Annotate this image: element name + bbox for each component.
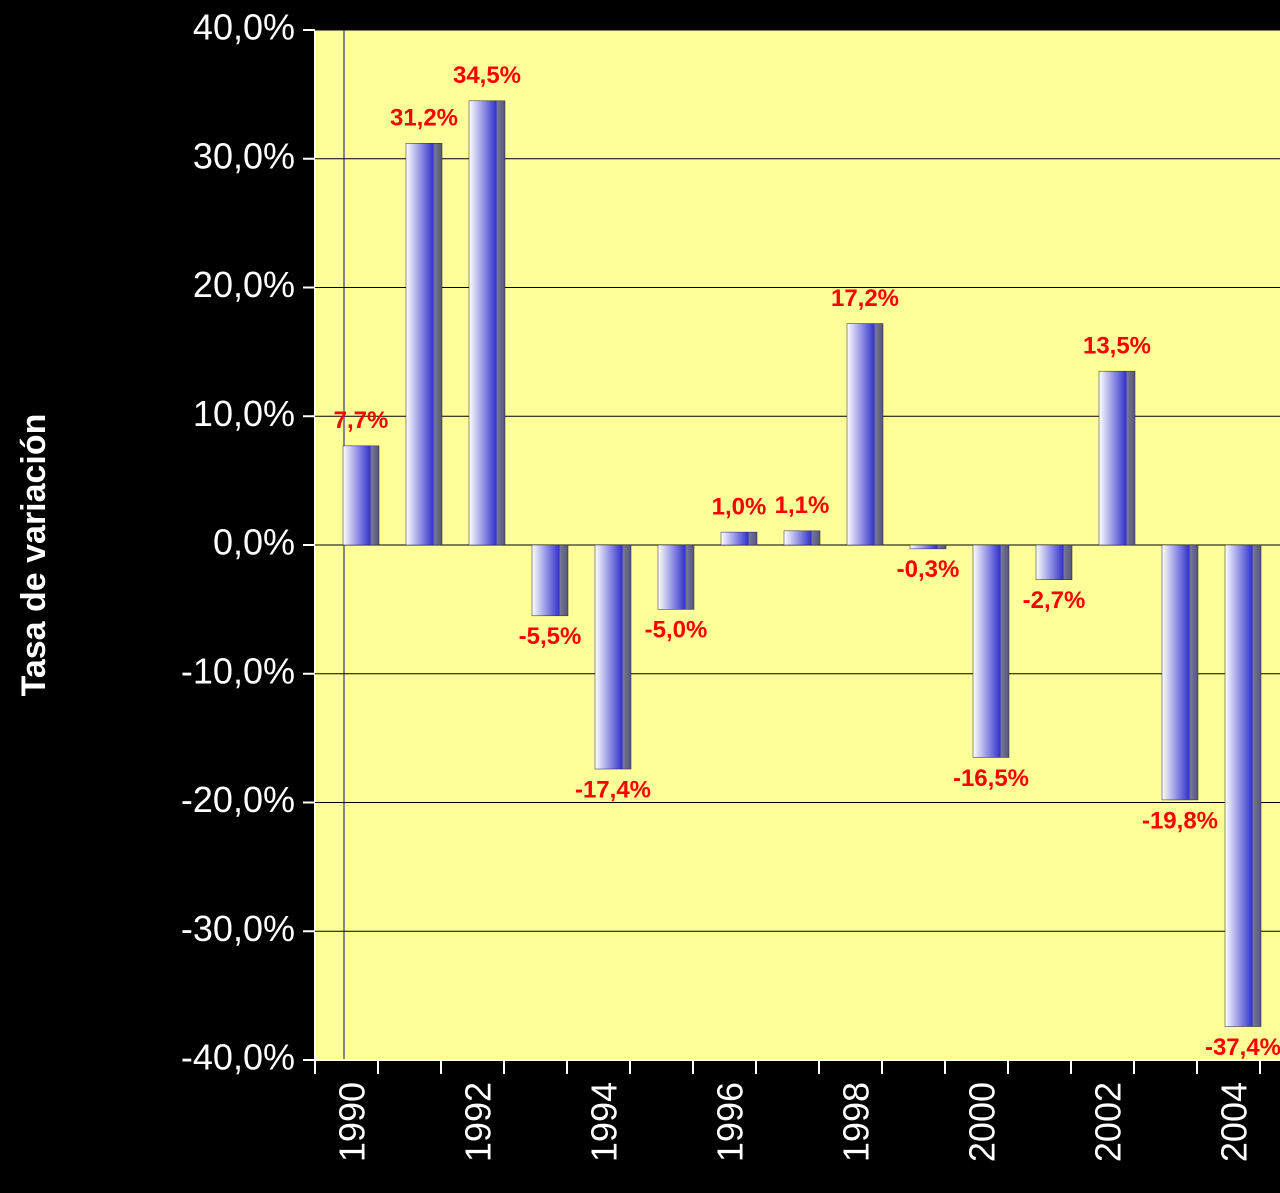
value-label: 1,0% [712, 493, 767, 520]
value-label: 17,2% [831, 285, 899, 312]
value-label: 34,5% [453, 62, 521, 89]
bar [972, 544, 1010, 758]
value-label: -0,3% [897, 556, 960, 583]
value-label: -19,8% [1142, 807, 1218, 834]
x-tick-label: 2002 [1088, 1082, 1129, 1162]
value-label: -5,0% [645, 617, 708, 644]
value-label: -17,4% [575, 776, 651, 803]
y-tick-label: 30,0% [193, 135, 295, 176]
bar [342, 445, 380, 546]
bar [468, 100, 506, 546]
y-tick-label: -40,0% [181, 1037, 295, 1078]
value-label: 31,2% [390, 105, 458, 132]
value-label: -37,4% [1205, 1034, 1280, 1061]
bar [1035, 544, 1073, 581]
bar [531, 544, 569, 617]
value-label: -5,5% [519, 623, 582, 650]
y-tick-label: 40,0% [193, 7, 295, 48]
x-tick-label: 2000 [962, 1082, 1003, 1162]
value-label: 7,7% [334, 407, 389, 434]
value-label: -16,5% [953, 765, 1029, 792]
x-tick-label: 1994 [584, 1082, 625, 1162]
y-tick-label: 10,0% [193, 393, 295, 434]
bar [657, 544, 695, 610]
bar [909, 544, 947, 550]
y-tick-label: -10,0% [181, 650, 295, 691]
x-tick-label: 1998 [836, 1082, 877, 1162]
value-label: 13,5% [1083, 333, 1151, 360]
x-tick-label: 1992 [458, 1082, 499, 1162]
y-tick-label: -20,0% [181, 779, 295, 820]
bar [783, 530, 821, 546]
bar [846, 323, 884, 546]
bar [594, 544, 632, 770]
value-label: -2,7% [1023, 587, 1086, 614]
y-axis-label: Tasa de variación [15, 414, 53, 697]
y-tick-label: -30,0% [181, 908, 295, 949]
x-tick-label: 2004 [1214, 1082, 1255, 1162]
bar [1161, 544, 1199, 801]
x-tick-label: 1990 [332, 1082, 373, 1162]
x-tick-label: 1996 [710, 1082, 751, 1162]
y-tick-label: 0,0% [213, 522, 295, 563]
bar [1098, 370, 1136, 546]
bar [720, 531, 758, 546]
bar [1224, 544, 1262, 1027]
value-label: 1,1% [775, 492, 830, 519]
bar [405, 143, 443, 546]
y-tick-label: 20,0% [193, 264, 295, 305]
